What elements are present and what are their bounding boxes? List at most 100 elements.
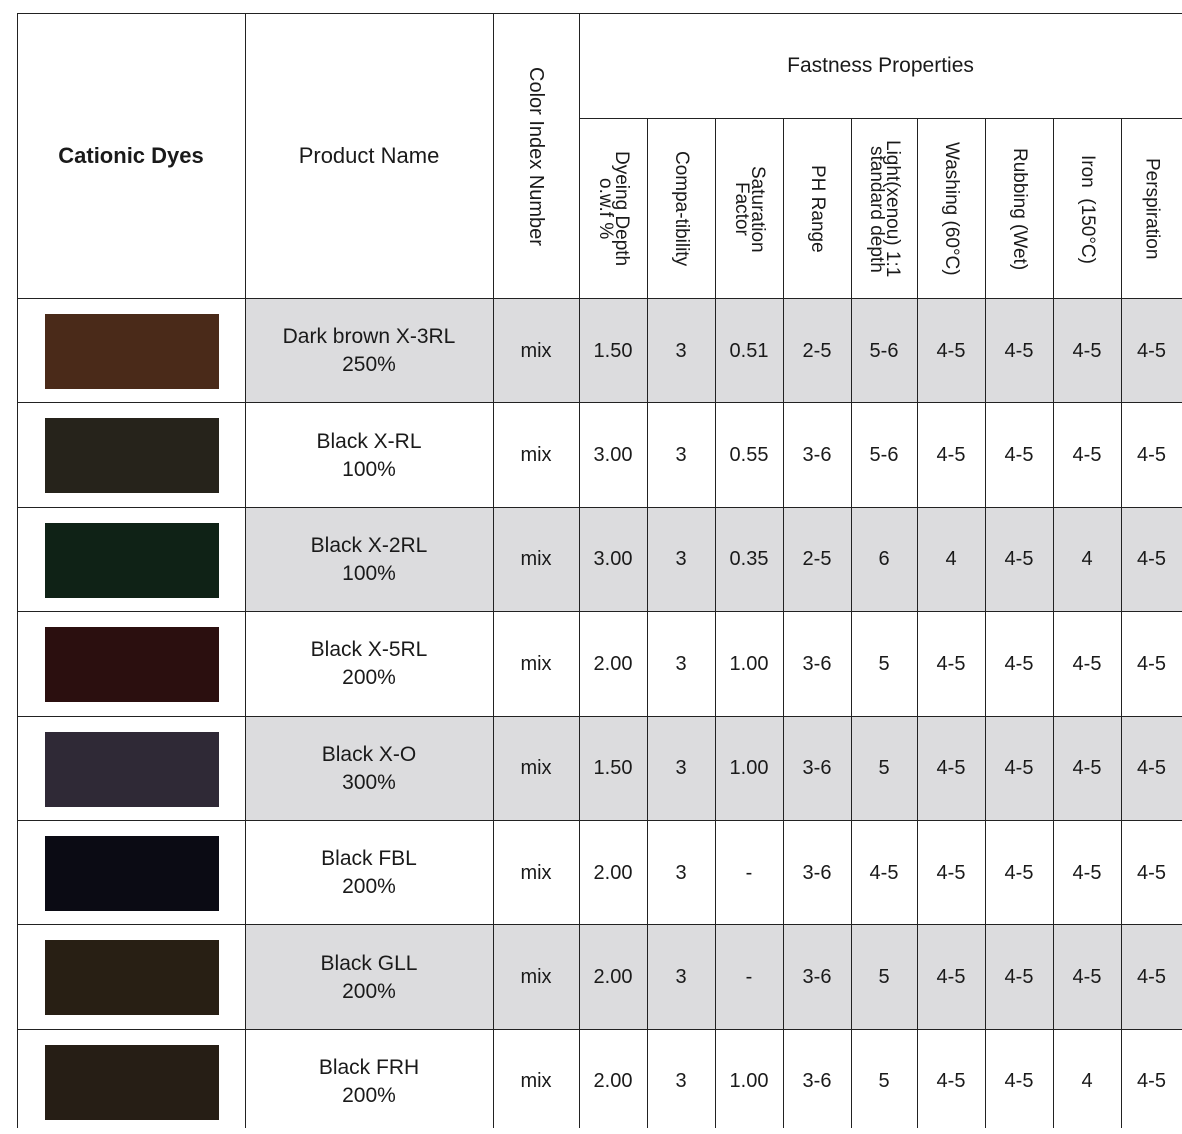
cell-value: - xyxy=(745,861,753,884)
cell-value: - xyxy=(745,966,753,989)
value-cell: 4-5 xyxy=(1053,403,1121,507)
cell-value: 4-5 xyxy=(936,1070,966,1093)
value-cell: 5 xyxy=(851,925,917,1029)
color-index-cell: mix xyxy=(493,299,579,403)
cell-value: 4-5 xyxy=(936,444,966,467)
value-cell: 1.50 xyxy=(579,299,647,403)
value-cell: 4-5 xyxy=(985,612,1053,716)
value-cell: 2.00 xyxy=(579,925,647,1029)
cell-value: 5 xyxy=(878,757,890,780)
cell-value: 1.00 xyxy=(729,652,769,675)
cell-value: 3-6 xyxy=(802,652,832,675)
cell-value: 4-5 xyxy=(1072,757,1102,780)
grid-line-col xyxy=(17,13,18,1128)
cell-value: 4-5 xyxy=(1072,339,1102,362)
value-cell: 4 xyxy=(1053,508,1121,612)
header-fastness-properties: Fastness Properties xyxy=(787,54,974,77)
grid-line-row xyxy=(17,506,1182,508)
color-index-cell: mix xyxy=(493,925,579,1029)
value-cell: 1.00 xyxy=(715,717,783,821)
header-col-1: Compa-tibility xyxy=(647,119,715,299)
cell-value: 0.55 xyxy=(729,444,769,467)
cell-value: 5 xyxy=(878,652,890,675)
cell-value: 4 xyxy=(1081,548,1093,571)
value-cell: 3 xyxy=(647,612,715,716)
color-swatch xyxy=(45,627,219,703)
cell-value: 4-5 xyxy=(936,966,966,989)
product-name-cell: Black GLL 200% xyxy=(245,925,493,1029)
header-col-label: Compa-tibility xyxy=(671,151,692,267)
cell-value: 4-5 xyxy=(1072,444,1102,467)
cell-value: 3 xyxy=(675,339,687,362)
value-cell: 5 xyxy=(851,1030,917,1134)
header-col-4: Light(xenou) 1:1 standard depth xyxy=(851,119,917,299)
value-cell: 3 xyxy=(647,925,715,1029)
product-name: Black GLL 200% xyxy=(320,951,418,1003)
value-cell: 3-6 xyxy=(783,925,851,1029)
cell-value: 3 xyxy=(675,861,687,884)
header-color-index-number: Color Index Number xyxy=(525,66,547,246)
cell-value: 4-5 xyxy=(936,861,966,884)
product-name-cell: Black FRH 200% xyxy=(245,1030,493,1134)
color-index-cell: mix xyxy=(493,612,579,716)
header-cationic-dyes: Cationic Dyes xyxy=(58,143,204,168)
value-cell: 4 xyxy=(1053,1030,1121,1134)
cell-value: 3.00 xyxy=(593,548,633,571)
cell-value: 4-5 xyxy=(1137,652,1166,675)
value-cell: 4-5 xyxy=(985,925,1053,1029)
grid-line-col xyxy=(985,119,986,1128)
value-cell: 3-6 xyxy=(783,403,851,507)
value-cell: 4-5 xyxy=(917,1030,985,1134)
value-cell: 1.50 xyxy=(579,717,647,821)
color-swatch xyxy=(45,836,219,911)
value-cell: - xyxy=(715,925,783,1029)
grid-line-top xyxy=(17,13,1182,14)
header-col-0: Dyeing Depth o.w.f % xyxy=(579,119,647,299)
color-index-value: mix xyxy=(520,444,552,467)
cell-value: 2-5 xyxy=(802,339,832,362)
cell-value: 2.00 xyxy=(593,861,633,884)
value-cell: 3-6 xyxy=(783,717,851,821)
cell-value: 1.50 xyxy=(593,757,633,780)
value-cell: 1.00 xyxy=(715,612,783,716)
cell-value: 4 xyxy=(945,548,957,571)
value-cell: 4-5 xyxy=(985,1030,1053,1134)
cell-value: 3-6 xyxy=(802,757,832,780)
value-cell: 5-6 xyxy=(851,299,917,403)
value-cell: 1.00 xyxy=(715,1030,783,1134)
value-cell: 4-5 xyxy=(1121,821,1182,925)
grid-line-col xyxy=(917,119,918,1128)
value-cell: 3 xyxy=(647,403,715,507)
header-col-5: Washing (60°C) xyxy=(917,119,985,299)
grid-line-row xyxy=(17,402,1182,404)
value-cell: 4-5 xyxy=(917,925,985,1029)
cell-value: 6 xyxy=(878,548,890,571)
cell-value: 4-5 xyxy=(936,339,966,362)
value-cell: 6 xyxy=(851,508,917,612)
header-col-label: Dyeing Depth o.w.f % xyxy=(595,151,632,267)
cell-value: 2-5 xyxy=(802,548,832,571)
cell-value: 5-6 xyxy=(869,339,899,362)
value-cell: 3 xyxy=(647,717,715,821)
cell-value: 3-6 xyxy=(802,861,832,884)
value-cell: 3-6 xyxy=(783,612,851,716)
grid-line-row xyxy=(17,298,1182,299)
row-shade xyxy=(245,507,1182,613)
value-cell: 3 xyxy=(647,299,715,403)
cell-value: 4-5 xyxy=(936,757,966,780)
grid-line-col xyxy=(851,119,852,1128)
value-cell: 4-5 xyxy=(917,299,985,403)
cell-value: 5 xyxy=(878,1070,890,1093)
cell-value: 4-5 xyxy=(1004,548,1034,571)
color-swatch xyxy=(45,940,219,1016)
grid-line-col xyxy=(1121,119,1122,1128)
grid-line-row xyxy=(17,924,1182,926)
grid-line-row xyxy=(17,1028,1182,1030)
header-product-name: Product Name xyxy=(298,143,440,168)
cell-value: 1.00 xyxy=(729,757,769,780)
value-cell: 4-5 xyxy=(1053,299,1121,403)
product-name-cell: Black X-RL 100% xyxy=(245,403,493,507)
product-name: Black X-2RL 100% xyxy=(310,533,428,585)
header-col-3: PH Range xyxy=(783,119,851,299)
value-cell: 4-5 xyxy=(917,403,985,507)
